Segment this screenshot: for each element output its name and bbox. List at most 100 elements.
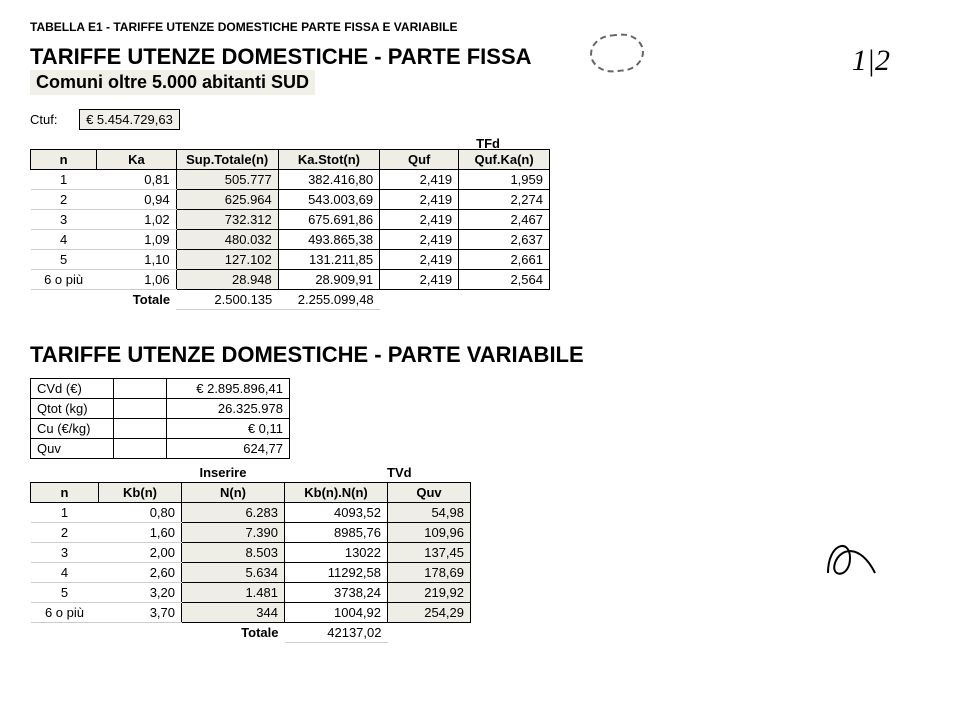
table-cell: 2 <box>31 190 97 210</box>
table-cell: 3,20 <box>99 583 182 603</box>
ctuf-value: € 5.454.729,63 <box>79 109 180 130</box>
table-cell: 2,419 <box>380 250 459 270</box>
param-row: CVd (€) € 2.895.896,41 <box>31 379 290 399</box>
table-cell: 1,959 <box>459 170 550 190</box>
table-cell: 543.003,69 <box>278 190 379 210</box>
page: 1|2 TABELLA E1 - TARIFFE UTENZE DOMESTIC… <box>0 0 900 673</box>
param-label: Cu (€/kg) <box>31 419 114 439</box>
table-row: 42,605.63411292,58178,69 <box>31 563 471 583</box>
table-cell: 2,467 <box>459 210 550 230</box>
t1-col-header: Quf <box>380 150 459 170</box>
t2-col-header: N(n) <box>182 483 285 503</box>
table-row: 41,09480.032493.865,382,4192,637 <box>31 230 550 250</box>
t1-col-header: Ka.Stot(n) <box>278 150 379 170</box>
table-cell: 493.865,38 <box>278 230 379 250</box>
table-cell: 219,92 <box>388 583 471 603</box>
table-cell: 344 <box>182 603 285 623</box>
table-cell: 382.416,80 <box>278 170 379 190</box>
table-cell: 3738,24 <box>285 583 388 603</box>
table-cell: 6.283 <box>182 503 285 523</box>
ctuf-label: Ctuf: <box>30 112 57 127</box>
param-value: 26.325.978 <box>167 399 290 419</box>
table-cell: 3,70 <box>99 603 182 623</box>
table-cell: 28.948 <box>176 270 278 290</box>
table-cell: 2,419 <box>380 230 459 250</box>
table-cell: 5 <box>31 583 99 603</box>
table-row-totale: Totale42137,02 <box>31 623 471 643</box>
table-cell: 54,98 <box>388 503 471 523</box>
table-row: 6 o più1,0628.94828.909,912,4192,564 <box>31 270 550 290</box>
table-cell: 625.964 <box>176 190 278 210</box>
table-cell: 1 <box>31 170 97 190</box>
table-cell: 5 <box>31 250 97 270</box>
table-row: 31,02732.312675.691,862,4192,467 <box>31 210 550 230</box>
table-cell: 4 <box>31 563 99 583</box>
table-cell: 8985,76 <box>285 523 388 543</box>
table-parte-variabile: nKb(n)N(n)Kb(n).N(n)Quv 10,806.2834093,5… <box>30 482 471 643</box>
table-cell: 2,419 <box>380 170 459 190</box>
table-parte-fissa: nKaSup.Totale(n)Ka.Stot(n)QufQuf.Ka(n) 1… <box>30 149 550 310</box>
param-label: Qtot (kg) <box>31 399 114 419</box>
table-cell: 109,96 <box>388 523 471 543</box>
table-cell: 6 o più <box>31 270 97 290</box>
param-value: € 0,11 <box>167 419 290 439</box>
table-row: 32,008.50313022137,45 <box>31 543 471 563</box>
params-table: CVd (€) € 2.895.896,41 Qtot (kg) 26.325.978… <box>30 378 290 459</box>
param-label: CVd (€) <box>31 379 114 399</box>
table-cell: 1,60 <box>99 523 182 543</box>
table-cell: 7.390 <box>182 523 285 543</box>
table-cell: 480.032 <box>176 230 278 250</box>
table-row: 10,81505.777382.416,802,4191,959 <box>31 170 550 190</box>
table-row: 53,201.4813738,24219,92 <box>31 583 471 603</box>
t1-col-header: Sup.Totale(n) <box>176 150 278 170</box>
param-row: Qtot (kg) 26.325.978 <box>31 399 290 419</box>
table-cell: 13022 <box>285 543 388 563</box>
t2-col-header: Kb(n) <box>99 483 182 503</box>
table-cell: 2,00 <box>99 543 182 563</box>
table-cell: 11292,58 <box>285 563 388 583</box>
table-cell: 1.481 <box>182 583 285 603</box>
table-cell: 732.312 <box>176 210 278 230</box>
table-cell: 2,661 <box>459 250 550 270</box>
ctuf-row: Ctuf: € 5.454.729,63 <box>30 109 870 130</box>
table-cell: 2,419 <box>380 270 459 290</box>
table-cell: 2,274 <box>459 190 550 210</box>
table-cell: 28.909,91 <box>278 270 379 290</box>
table-cell: 3 <box>31 210 97 230</box>
section2-title: TARIFFE UTENZE DOMESTICHE - PARTE VARIAB… <box>30 342 870 368</box>
table-cell: 178,69 <box>388 563 471 583</box>
t1-col-header: Ka <box>97 150 176 170</box>
table-cell: 1,06 <box>97 270 176 290</box>
table-cell: 675.691,86 <box>278 210 379 230</box>
table-cell: 127.102 <box>176 250 278 270</box>
t1-col-header: n <box>31 150 97 170</box>
t2-col-header: Quv <box>388 483 471 503</box>
table-cell: 5.634 <box>182 563 285 583</box>
table-cell: 131.211,85 <box>278 250 379 270</box>
param-row: Cu (€/kg) € 0,11 <box>31 419 290 439</box>
table-row: 51,10127.102131.211,852,4192,661 <box>31 250 550 270</box>
table-cell: 4 <box>31 230 97 250</box>
table-cell: 0,94 <box>97 190 176 210</box>
table-cell: 1,09 <box>97 230 176 250</box>
t2-col-header: Kb(n).N(n) <box>285 483 388 503</box>
table-cell: 137,45 <box>388 543 471 563</box>
page-number-handwritten: 1|2 <box>852 44 890 78</box>
table-cell: 4093,52 <box>285 503 388 523</box>
param-value: € 2.895.896,41 <box>167 379 290 399</box>
table-cell: 505.777 <box>176 170 278 190</box>
table-cell: 2,637 <box>459 230 550 250</box>
table-code-title: TABELLA E1 - TARIFFE UTENZE DOMESTICHE P… <box>30 20 870 34</box>
table-row: 20,94625.964543.003,692,4192,274 <box>31 190 550 210</box>
table-cell: 1 <box>31 503 99 523</box>
table-cell: 2,564 <box>459 270 550 290</box>
table-cell: 3 <box>31 543 99 563</box>
table-cell: 0,80 <box>99 503 182 523</box>
param-value: 624,77 <box>167 439 290 459</box>
section1-title: TARIFFE UTENZE DOMESTICHE - PARTE FISSA <box>30 44 870 70</box>
param-row: Quv624,77 <box>31 439 290 459</box>
inserire-label: Inserire <box>167 463 279 482</box>
t2-col-header: n <box>31 483 99 503</box>
section1-subtitle: Comuni oltre 5.000 abitanti SUD <box>30 70 315 95</box>
table-cell: 2 <box>31 523 99 543</box>
